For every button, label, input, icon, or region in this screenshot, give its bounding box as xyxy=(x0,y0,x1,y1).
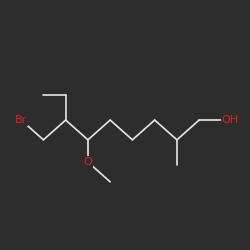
Text: O: O xyxy=(84,157,92,167)
Text: OH: OH xyxy=(222,115,238,125)
Text: Br: Br xyxy=(15,115,27,125)
